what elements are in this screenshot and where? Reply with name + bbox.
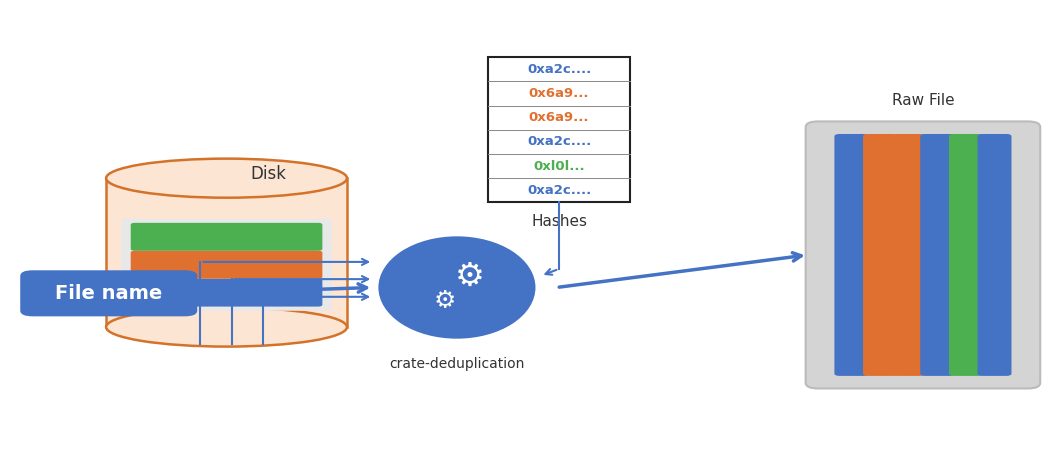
Bar — [488, 57, 630, 202]
FancyBboxPatch shape — [130, 223, 322, 251]
FancyBboxPatch shape — [978, 134, 1011, 376]
Text: 0xa2c....: 0xa2c.... — [527, 184, 591, 197]
Text: Hashes: Hashes — [531, 214, 587, 229]
Text: 0xl0l...: 0xl0l... — [533, 160, 585, 173]
FancyBboxPatch shape — [20, 271, 197, 316]
FancyBboxPatch shape — [130, 278, 322, 307]
Text: 0x6a9...: 0x6a9... — [529, 87, 589, 100]
Text: crate-deduplication: crate-deduplication — [390, 357, 525, 371]
Text: Disk: Disk — [251, 165, 287, 183]
Ellipse shape — [106, 307, 346, 347]
FancyBboxPatch shape — [863, 134, 897, 376]
Text: 0xa2c....: 0xa2c.... — [527, 63, 591, 76]
FancyBboxPatch shape — [122, 219, 332, 311]
Ellipse shape — [378, 236, 536, 339]
Text: File name: File name — [55, 284, 163, 303]
FancyBboxPatch shape — [891, 134, 926, 376]
FancyBboxPatch shape — [130, 251, 322, 278]
FancyBboxPatch shape — [920, 134, 954, 376]
FancyBboxPatch shape — [835, 134, 868, 376]
FancyBboxPatch shape — [949, 134, 983, 376]
Text: ⚙: ⚙ — [455, 259, 484, 292]
Bar — [106, 178, 346, 327]
Ellipse shape — [106, 159, 346, 197]
FancyBboxPatch shape — [805, 121, 1041, 388]
Text: 0xa2c....: 0xa2c.... — [527, 135, 591, 148]
Text: Raw File: Raw File — [891, 94, 954, 109]
Text: ⚙: ⚙ — [434, 289, 456, 313]
Text: 0x6a9...: 0x6a9... — [529, 111, 589, 124]
